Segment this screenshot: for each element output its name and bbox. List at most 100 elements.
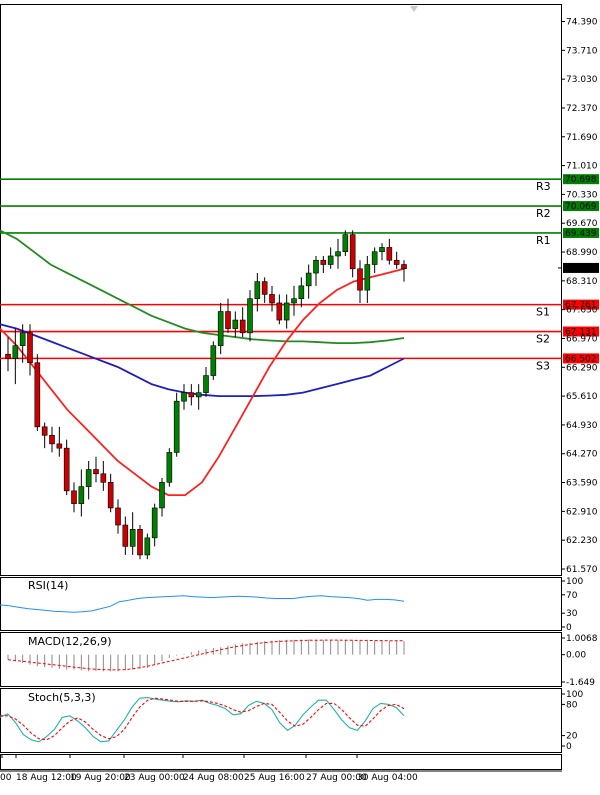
candle-body: [144, 537, 151, 556]
rsi-label: RSI(14): [28, 579, 68, 592]
scroll-indicator-icon: [410, 6, 418, 12]
level-value-label: 66.502: [565, 354, 597, 364]
macd-signal-line: [7, 639, 404, 671]
panel-frame-xbar: [0, 754, 562, 770]
candle-body: [137, 529, 143, 556]
level-name-r3: R3: [536, 180, 551, 193]
price-tick-label: 68.310: [566, 277, 598, 287]
candle-body: [379, 247, 385, 253]
moving-averages: [0, 229, 405, 496]
macd-tick-label: 0.00: [566, 651, 586, 661]
candle-body: [217, 311, 224, 346]
time-tick-label: 27 Aug 00:00: [306, 773, 367, 783]
candle-body: [27, 332, 33, 364]
candle-body: [225, 311, 231, 329]
candle-body: [371, 251, 378, 265]
candle-body: [151, 507, 158, 539]
candle-body: [261, 281, 268, 295]
level-value-label: 70.698: [565, 175, 597, 185]
price-tick-label: 73.030: [566, 75, 598, 85]
time-tick-label: 23 Aug 00:00: [124, 773, 185, 783]
candle-body: [313, 259, 319, 274]
candle-body: [210, 345, 217, 376]
candle-body: [357, 268, 363, 291]
candle-body: [401, 264, 407, 270]
stoch-d-line: [0, 697, 405, 741]
stoch-tick-label: 80: [566, 700, 578, 710]
level-value-label: 67.131: [565, 328, 597, 338]
candle-body: [283, 302, 290, 321]
candle-body: [327, 255, 334, 265]
price-axis: 74.390 73.710 73.030 72.370 71.690 71.010 70.3…: [558, 18, 599, 575]
price-tick-label: 69.670: [566, 219, 598, 229]
panel-frame-main: [0, 4, 562, 576]
panel-frame-rsi: [0, 577, 562, 631]
price-tick-label: 71.010: [566, 162, 598, 172]
candle-body: [188, 392, 195, 398]
price-tick-label: 65.610: [566, 392, 598, 402]
candle-body: [63, 447, 70, 492]
level-value-label: 67.761: [565, 301, 597, 311]
price-tick-label: 68.990: [566, 248, 598, 258]
candle-body: [49, 435, 55, 445]
candle-body: [85, 469, 92, 487]
candle-body: [5, 353, 11, 359]
candle-body: [181, 392, 187, 402]
candle-body: [195, 392, 202, 398]
time-tick-label: 18 Aug 12:00: [16, 773, 77, 783]
level-name-s2: S2: [536, 333, 550, 346]
candle-body: [254, 281, 261, 299]
price-tick-label: 74.390: [566, 18, 598, 28]
price-tick-label: 71.690: [566, 133, 598, 143]
rsi-tick-label: 100: [566, 577, 583, 587]
candle-body: [342, 234, 349, 253]
panel-frame-stoch: [0, 688, 562, 753]
rsi-tick-label: 70: [566, 591, 578, 601]
candle-body: [173, 400, 180, 453]
rsi-tick-label: 30: [566, 609, 578, 619]
time-tick-label: 19 Aug 20:00: [70, 773, 131, 783]
time-tick-label: 24 Aug 08:00: [183, 773, 244, 783]
price-tick-label: 61.570: [566, 565, 598, 575]
price-tick-label: 62.910: [566, 507, 598, 517]
price-tick-label: 64.270: [566, 450, 598, 460]
current-price-label: 68.620: [565, 264, 597, 274]
level-value-label: 69.439: [565, 229, 597, 239]
ma-green-line: [0, 229, 405, 344]
level-name-r1: R1: [536, 234, 551, 247]
level-value-box: [563, 299, 599, 310]
current-price-box: [563, 262, 599, 273]
level-value-box: [563, 227, 599, 238]
candle-body: [129, 529, 136, 547]
stoch-tick-label: 0: [566, 742, 572, 752]
macd-label: MACD(12,26,9): [28, 635, 112, 648]
time-tick-label: 25 Aug 16:00: [244, 773, 305, 783]
level-value-label: 70.069: [565, 202, 597, 212]
candle-body: [269, 294, 275, 304]
rsi-panel: RSI(14) 100 70 30 0: [0, 577, 583, 633]
rsi-tick-label: 0: [566, 623, 572, 633]
candle-body: [305, 272, 312, 287]
candle-body: [247, 298, 253, 334]
candle-body: [386, 247, 393, 261]
candle-body: [93, 469, 99, 475]
price-tick-label: 67.630: [566, 306, 598, 316]
stoch-tick-label: 100: [566, 690, 583, 700]
price-tick-label: 64.930: [566, 421, 598, 431]
price-tick-label: 73.710: [566, 46, 598, 56]
candle-body: [291, 298, 297, 304]
candle-body: [166, 452, 173, 483]
price-tick-label: 70.330: [566, 190, 598, 200]
level-value-box: [563, 201, 599, 212]
candle-body: [232, 319, 239, 329]
candle-body: [203, 375, 209, 393]
candle-body: [107, 482, 114, 509]
level-name-s1: S1: [536, 306, 550, 319]
level-name-s3: S3: [536, 359, 550, 372]
price-tick-label: 66.290: [566, 363, 598, 373]
candle-body: [349, 234, 356, 270]
candle-body: [159, 482, 165, 509]
candle-body: [41, 426, 48, 436]
macd-tick-label: -1.649: [566, 678, 595, 688]
